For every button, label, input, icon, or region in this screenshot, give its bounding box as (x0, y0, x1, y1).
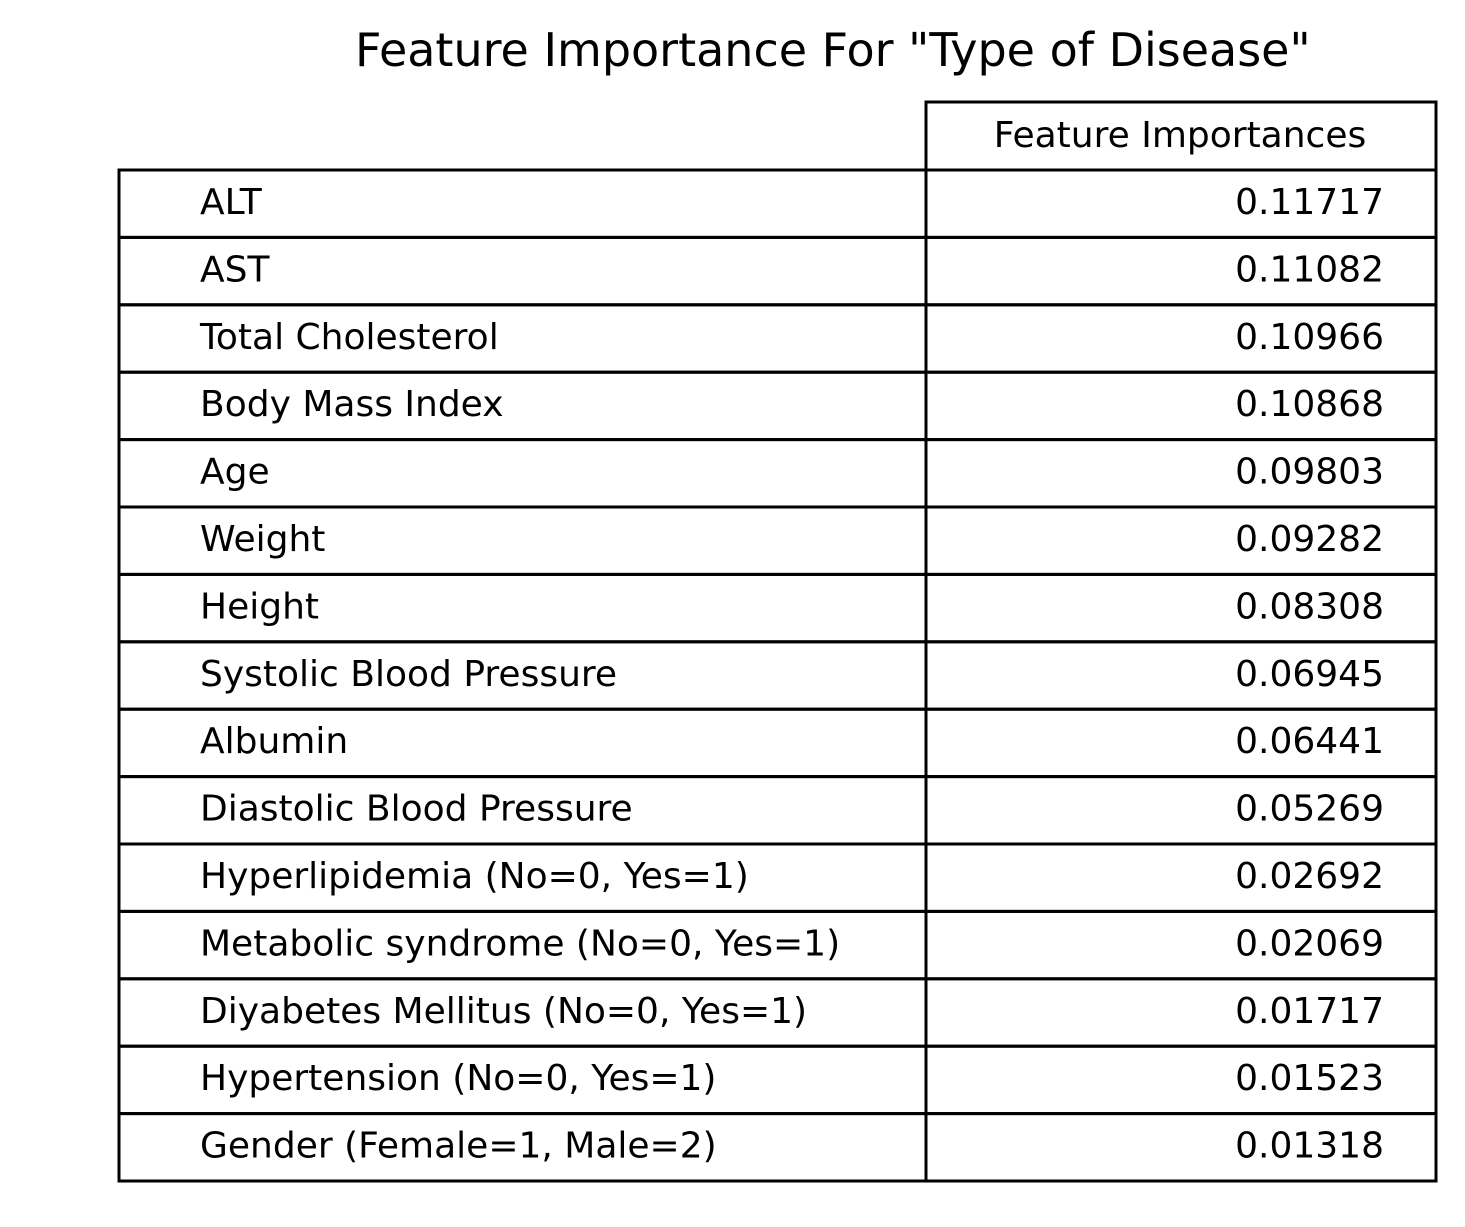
table-row: Systolic Blood Pressure 0.06945 (117, 640, 1438, 711)
row-label: Total Cholesterol (199, 317, 499, 358)
table-row: Weight 0.09282 (117, 505, 1438, 576)
row-label: Albumin (200, 721, 348, 762)
row-label: Diyabetes Mellitus (No=0, Yes=1) (200, 991, 807, 1032)
row-label: Age (200, 452, 270, 493)
column-header: Feature Importances (994, 115, 1367, 156)
row-value: 0.09803 (1235, 452, 1384, 493)
table-row: Body Mass Index 0.10868 (117, 370, 1438, 442)
row-value: 0.09282 (1235, 519, 1384, 560)
table-row: AST 0.11082 (117, 235, 1438, 307)
row-label: Gender (Female=1, Male=2) (200, 1126, 717, 1167)
row-value: 0.11717 (1235, 182, 1384, 223)
table-row: Diyabetes Mellitus (No=0, Yes=1) 0.01717 (117, 977, 1438, 1048)
row-label: Body Mass Index (200, 384, 504, 425)
row-value: 0.05269 (1235, 789, 1384, 830)
row-label: Weight (200, 519, 325, 560)
row-value: 0.01717 (1235, 991, 1384, 1032)
row-label: ALT (200, 182, 263, 223)
row-label: Metabolic syndrome (No=0, Yes=1) (200, 923, 840, 964)
table-row: Gender (Female=1, Male=2) 0.01318 (117, 1112, 1438, 1183)
table-title: Feature Importance For "Type of Disease" (355, 23, 1311, 77)
row-label: AST (200, 249, 270, 290)
table-body: ALT 0.11717 AST 0.11082 Total Cholesterol 0.1… (117, 168, 1438, 1183)
table-row: Metabolic syndrome (No=0, Yes=1) 0.02069 (117, 909, 1438, 981)
row-value: 0.06945 (1235, 654, 1384, 695)
row-label: Height (200, 586, 319, 627)
row-value-cell (924, 1112, 1438, 1183)
table-header: Feature Importances (924, 100, 1438, 172)
row-value: 0.10868 (1235, 384, 1384, 425)
row-value: 0.02069 (1235, 923, 1384, 964)
row-value: 0.10966 (1235, 317, 1384, 358)
row-label: Hyperlipidemia (No=0, Yes=1) (200, 856, 749, 897)
table-row: Height 0.08308 (117, 572, 1438, 644)
row-value: 0.01318 (1235, 1126, 1384, 1167)
row-label: Systolic Blood Pressure (200, 654, 617, 695)
row-label: Hypertension (No=0, Yes=1) (200, 1058, 716, 1099)
row-value: 0.01523 (1235, 1058, 1384, 1099)
row-value: 0.08308 (1235, 586, 1384, 627)
table-row: Hypertension (No=0, Yes=1) 0.01523 (117, 1044, 1438, 1116)
table-row: Total Cholesterol 0.10966 (117, 303, 1438, 374)
row-value: 0.06441 (1235, 721, 1384, 762)
table-row: ALT 0.11717 (117, 168, 1438, 239)
row-value: 0.02692 (1235, 856, 1384, 897)
table-row: Diastolic Blood Pressure 0.05269 (117, 775, 1438, 846)
table-row: Age 0.09803 (117, 438, 1438, 509)
row-value: 0.11082 (1235, 249, 1384, 290)
table-row: Hyperlipidemia (No=0, Yes=1) 0.02692 (117, 842, 1438, 913)
table-row: Albumin 0.06441 (117, 707, 1438, 779)
row-label: Diastolic Blood Pressure (200, 789, 633, 830)
